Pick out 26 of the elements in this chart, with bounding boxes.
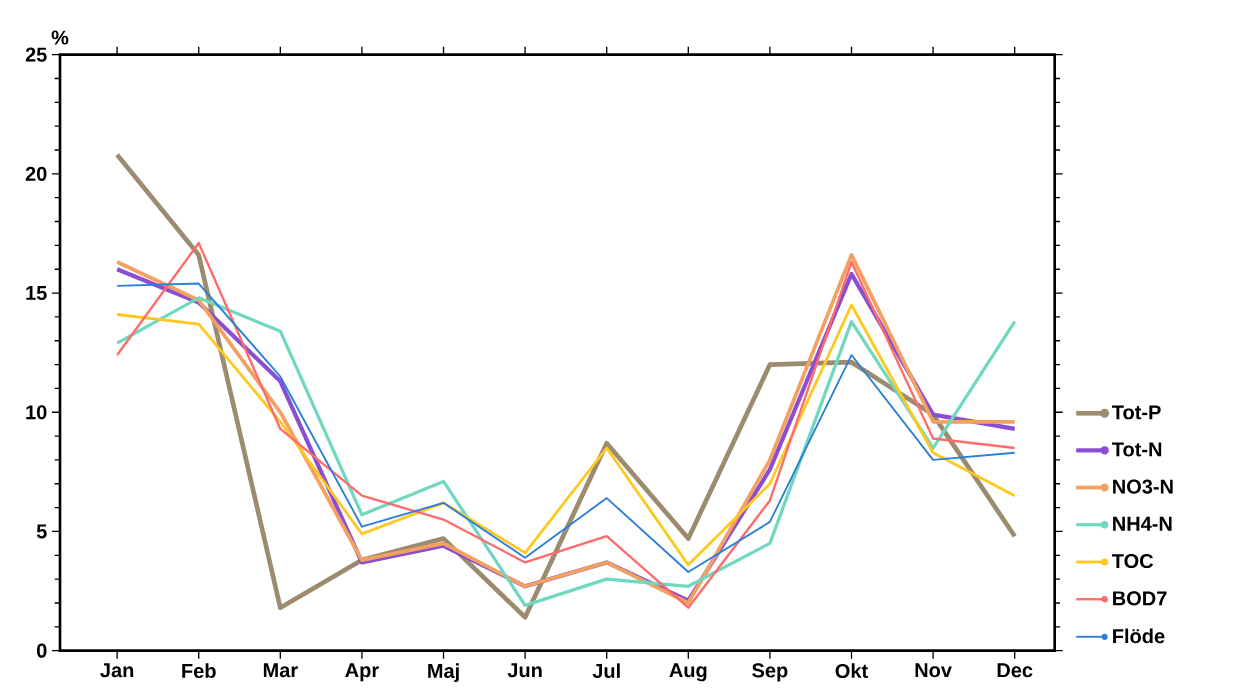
x-tick-label: Mar <box>263 663 298 678</box>
y-tick-label: 25 <box>25 47 47 62</box>
x-tick-label: Jun <box>507 663 542 678</box>
x-tick-label: Nov <box>915 663 952 678</box>
x-tick-label: Apr <box>345 663 379 682</box>
y-axis-title: % <box>51 30 69 45</box>
legend-label: BOD7 <box>1113 591 1167 606</box>
y-tick-label: 10 <box>26 405 47 420</box>
legend-label: TOC <box>1112 553 1154 569</box>
legend-label: Flöde <box>1113 628 1165 644</box>
x-tick-label: Sep <box>752 663 788 682</box>
legend-label: Tot-N <box>1112 442 1162 457</box>
y-tick-label: 15 <box>26 286 47 301</box>
x-tick-label: Feb <box>182 663 216 679</box>
y-tick-label: 20 <box>25 166 47 181</box>
x-tick-label: Jan <box>100 663 134 678</box>
legend-label: NH4-N <box>1113 516 1172 531</box>
x-tick-label: Dec <box>997 663 1033 678</box>
x-tick-label: Jul <box>592 663 620 679</box>
x-tick-label: Okt <box>835 663 868 679</box>
legend-label: Tot-P <box>1112 405 1161 420</box>
y-tick-label: 5 <box>36 524 47 539</box>
x-tick-label: Aug <box>669 663 707 682</box>
x-tick-label: Maj <box>428 663 459 682</box>
y-tick-label: 0 <box>36 643 47 658</box>
legend-label: NO3-N <box>1113 479 1173 494</box>
